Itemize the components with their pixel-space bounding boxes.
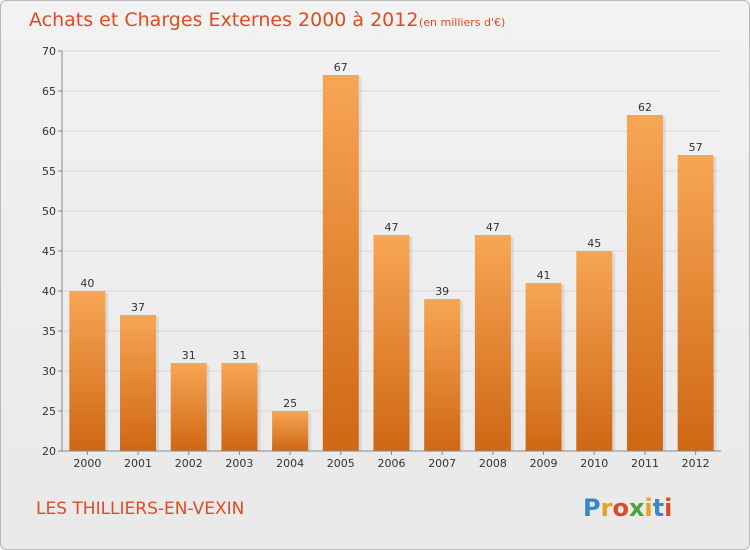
y-tick-label: 25 <box>42 405 56 418</box>
logo-letter: r <box>601 494 613 522</box>
x-tick-label-2011: 2011 <box>631 457 659 470</box>
bar-2012 <box>677 155 714 451</box>
x-tick-label-2009: 2009 <box>530 457 558 470</box>
y-tick-label: 65 <box>42 85 56 98</box>
logo-letter: o <box>612 494 629 522</box>
chart-unit-label: (en milliers d'€) <box>419 16 505 29</box>
bar-2000 <box>69 291 106 451</box>
proxiti-logo: Proxiti <box>583 494 672 522</box>
value-label-2006: 47 <box>385 221 399 234</box>
value-label-2008: 47 <box>486 221 500 234</box>
x-tick-label-2007: 2007 <box>428 457 456 470</box>
chart-title: Achats et Charges Externes 2000 à 2012 <box>29 9 418 31</box>
bar-layer: 40 37 31 31 25 67 47 39 47 41 45 62 57 <box>69 61 717 451</box>
y-tick-label: 50 <box>42 205 56 218</box>
x-tick-label-2006: 2006 <box>378 457 406 470</box>
x-tick-label-2002: 2002 <box>175 457 203 470</box>
x-tick-label-2004: 2004 <box>276 457 304 470</box>
y-tick-label: 55 <box>42 165 56 178</box>
bar-2001 <box>120 315 157 451</box>
logo-letter: P <box>583 494 601 522</box>
x-tick-label-2003: 2003 <box>225 457 253 470</box>
axis-layer: 20 25 30 35 40 45 50 55 60 65 70 2000 2001 2002 2003 20… <box>42 45 721 470</box>
value-label-2007: 39 <box>435 285 449 298</box>
value-label-2005: 67 <box>334 61 348 74</box>
y-tick-label: 30 <box>42 365 56 378</box>
logo-letter: i <box>644 494 652 522</box>
bar-2010 <box>576 251 613 451</box>
x-tick-label-2005: 2005 <box>327 457 355 470</box>
logo-letter: i <box>664 494 672 522</box>
value-label-2009: 41 <box>537 269 551 282</box>
value-label-2003: 31 <box>232 349 246 362</box>
value-label-2001: 37 <box>131 301 145 314</box>
x-tick-label-2008: 2008 <box>479 457 507 470</box>
y-tick-label: 35 <box>42 325 56 338</box>
y-tick-label: 20 <box>42 445 56 458</box>
bar-2005 <box>322 75 359 451</box>
commune-name: LES THILLIERS-EN-VEXIN <box>36 499 244 519</box>
bar-2011 <box>626 115 663 451</box>
bar-2003 <box>221 363 258 451</box>
value-label-2010: 45 <box>587 237 601 250</box>
bar-2008 <box>474 235 511 451</box>
x-tick-label-2000: 2000 <box>73 457 101 470</box>
x-tick-label-2010: 2010 <box>580 457 608 470</box>
value-label-2011: 62 <box>638 101 652 114</box>
value-label-2000: 40 <box>80 277 94 290</box>
value-label-2004: 25 <box>283 397 297 410</box>
y-tick-label: 70 <box>42 45 56 58</box>
value-label-2012: 57 <box>689 141 703 154</box>
y-tick-label: 45 <box>42 245 56 258</box>
logo-letter: t <box>653 494 664 522</box>
bar-2006 <box>373 235 410 451</box>
bar-2007 <box>424 299 461 451</box>
x-tick-label-2001: 2001 <box>124 457 152 470</box>
logo-letter: x <box>629 494 645 522</box>
bar-2002 <box>170 363 207 451</box>
value-label-2002: 31 <box>182 349 196 362</box>
bar-2009 <box>525 283 562 451</box>
y-tick-label: 60 <box>42 125 56 138</box>
x-tick-label-2012: 2012 <box>682 457 710 470</box>
y-tick-label: 40 <box>42 285 56 298</box>
bar-2004 <box>272 411 309 451</box>
